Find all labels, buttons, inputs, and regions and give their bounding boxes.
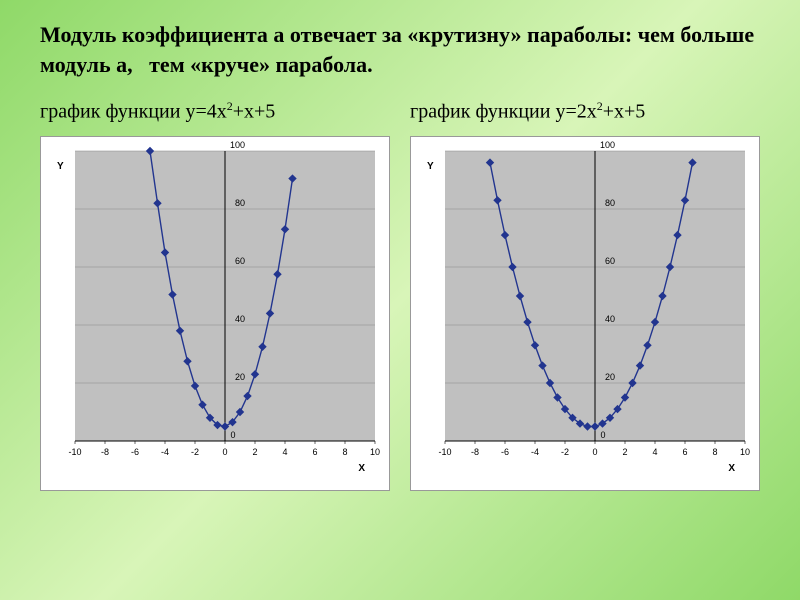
svg-text:-8: -8 [101,447,109,457]
svg-text:100: 100 [600,141,615,150]
svg-text:8: 8 [342,447,347,457]
svg-text:20: 20 [605,372,615,382]
svg-text:40: 40 [235,314,245,324]
svg-text:10: 10 [740,447,750,457]
svg-text:6: 6 [312,447,317,457]
svg-text:-2: -2 [191,447,199,457]
svg-text:Y: Y [427,161,434,172]
svg-text:Y: Y [57,161,64,172]
svg-text:0: 0 [592,447,597,457]
chart-block-left: график функции y=4x2+x+5 020406080100-10… [40,99,390,491]
svg-text:60: 60 [235,256,245,266]
svg-text:-8: -8 [471,447,479,457]
chart-frame-right: 0 20 40 60 80 100 -10 -8 -6 -4 -2 0 2 4 6 8 10 X Y [410,136,760,491]
svg-text:-6: -6 [131,447,139,457]
svg-text:-10: -10 [68,447,81,457]
svg-text:-6: -6 [501,447,509,457]
svg-text:X: X [728,463,735,474]
svg-text:-2: -2 [561,447,569,457]
svg-text:-10: -10 [438,447,451,457]
svg-text:6: 6 [682,447,687,457]
svg-text:20: 20 [235,372,245,382]
svg-text:8: 8 [712,447,717,457]
chart-svg-left: 0 20 40 60 80 100 -10 -8 -6 -4 -2 0 2 4 6 8 10 X Y [45,141,385,481]
chart-block-right: график функции y=2x2+x+5 020406080100-10… [410,99,760,491]
svg-text:4: 4 [282,447,287,457]
svg-text:2: 2 [622,447,627,457]
charts-row: график функции y=4x2+x+5 020406080100-10… [40,99,760,491]
svg-text:40: 40 [605,314,615,324]
svg-text:-4: -4 [161,447,169,457]
svg-text:0: 0 [600,430,605,440]
caption-left-post: +x+5 [233,101,276,123]
svg-text:2: 2 [252,447,257,457]
page-title: Модуль коэффициента а отвечает за «крути… [40,20,760,79]
svg-text:0: 0 [222,447,227,457]
caption-right-post: +x+5 [603,101,646,123]
caption-right-pre: график функции y=2x [410,101,597,123]
svg-text:100: 100 [230,141,245,150]
svg-text:0: 0 [230,430,235,440]
chart-svg-right: 0 20 40 60 80 100 -10 -8 -6 -4 -2 0 2 4 6 8 10 X Y [415,141,755,481]
caption-right: график функции y=2x2+x+5 [410,99,760,124]
svg-text:60: 60 [605,256,615,266]
caption-left-pre: график функции y=4x [40,101,227,123]
svg-text:10: 10 [370,447,380,457]
svg-text:80: 80 [605,198,615,208]
svg-text:80: 80 [235,198,245,208]
svg-text:4: 4 [652,447,657,457]
caption-left: график функции y=4x2+x+5 [40,99,390,124]
svg-text:-4: -4 [531,447,539,457]
svg-text:X: X [358,463,365,474]
chart-frame-left: 0 20 40 60 80 100 -10 -8 -6 -4 -2 0 2 4 6 8 10 X Y [40,136,390,491]
